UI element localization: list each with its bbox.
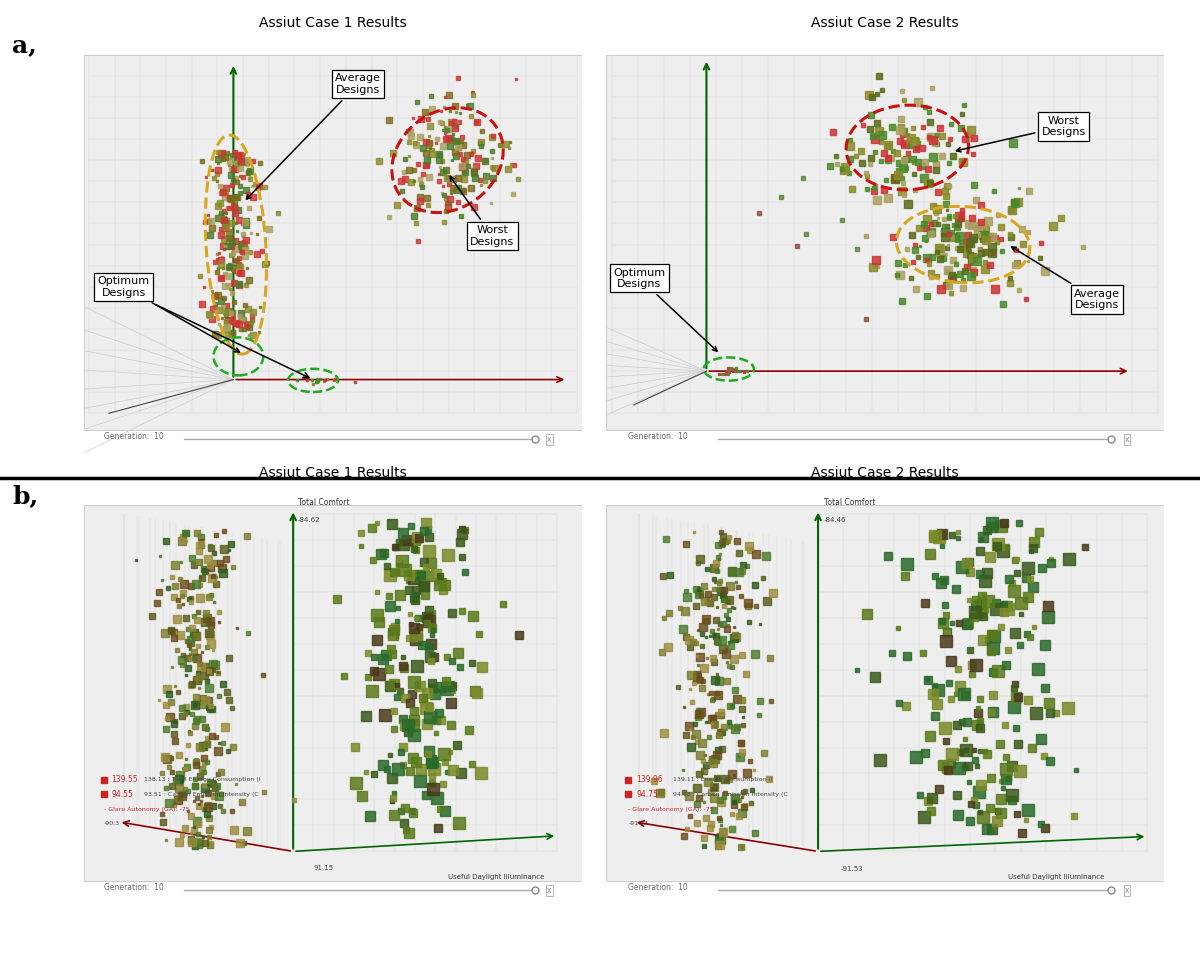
Text: 139.96: 139.96 [637,775,664,784]
Text: x: x [547,435,552,444]
Text: Worst
Designs: Worst Designs [956,116,1086,152]
Text: Total Comfort: Total Comfort [823,499,875,507]
Text: 91.15: 91.15 [313,865,334,872]
Text: x: x [1124,435,1129,444]
Text: -84.62: -84.62 [298,517,320,524]
Title: Assiut Case 2 Results: Assiut Case 2 Results [811,466,959,480]
Text: 139.11 : Energy Consumption (i: 139.11 : Energy Consumption (i [673,777,773,783]
Text: -91.53: -91.53 [840,866,863,873]
Text: Generation:  10: Generation: 10 [629,883,688,892]
Text: - Glare Autonomy (GA): -75: - Glare Autonomy (GA): -75 [104,807,190,811]
Text: Total Comfort: Total Comfort [298,499,349,507]
Text: x: x [1124,886,1129,895]
Title: Assiut Case 1 Results: Assiut Case 1 Results [259,466,407,480]
Text: Useful Daylight Illuminance: Useful Daylight Illuminance [1008,874,1106,879]
Text: Generation:  10: Generation: 10 [104,883,163,892]
Text: 93.51 : Carbon Emission Intensity (C: 93.51 : Carbon Emission Intensity (C [144,792,258,797]
Text: 138.13 : Total Energy Consumption (i: 138.13 : Total Energy Consumption (i [144,777,260,783]
FancyBboxPatch shape [84,505,582,881]
Text: -91.53: -91.53 [629,822,648,827]
FancyBboxPatch shape [606,55,1164,431]
Text: Generation:  10: Generation: 10 [629,433,688,441]
Text: x: x [547,886,552,895]
Text: 94.75: 94.75 [637,790,659,799]
Text: Useful Daylight Illuminance: Useful Daylight Illuminance [448,874,546,879]
Text: -90.3: -90.3 [104,822,120,827]
FancyBboxPatch shape [606,505,1164,881]
Text: a,: a, [12,34,37,58]
Text: 94.18 : Carbon Emission Intensity (C: 94.18 : Carbon Emission Intensity (C [673,792,787,797]
Text: Average
Designs: Average Designs [1012,246,1120,310]
Title: Assiut Case 1 Results: Assiut Case 1 Results [259,15,407,30]
FancyBboxPatch shape [84,55,582,431]
Text: Optimum
Designs: Optimum Designs [97,276,240,352]
Text: - Glare Autonomy (GA): -75: - Glare Autonomy (GA): -75 [629,807,714,811]
Text: Worst
Designs: Worst Designs [450,176,515,246]
Text: -84.46: -84.46 [823,517,846,524]
Title: Assiut Case 2 Results: Assiut Case 2 Results [811,15,959,30]
Text: Optimum
Designs: Optimum Designs [613,268,718,351]
Text: 94.55: 94.55 [112,790,133,799]
Text: b,: b, [12,484,38,508]
Text: Generation:  10: Generation: 10 [104,433,163,441]
Text: 139.55: 139.55 [112,775,138,784]
Text: Average
Designs: Average Designs [246,74,380,199]
